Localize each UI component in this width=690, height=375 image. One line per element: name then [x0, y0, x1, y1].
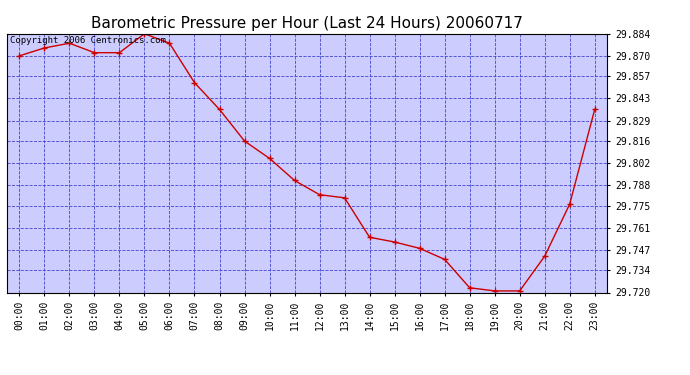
Title: Barometric Pressure per Hour (Last 24 Hours) 20060717: Barometric Pressure per Hour (Last 24 Ho… [91, 16, 523, 31]
Text: Copyright 2006 Centronics.com: Copyright 2006 Centronics.com [10, 36, 166, 45]
